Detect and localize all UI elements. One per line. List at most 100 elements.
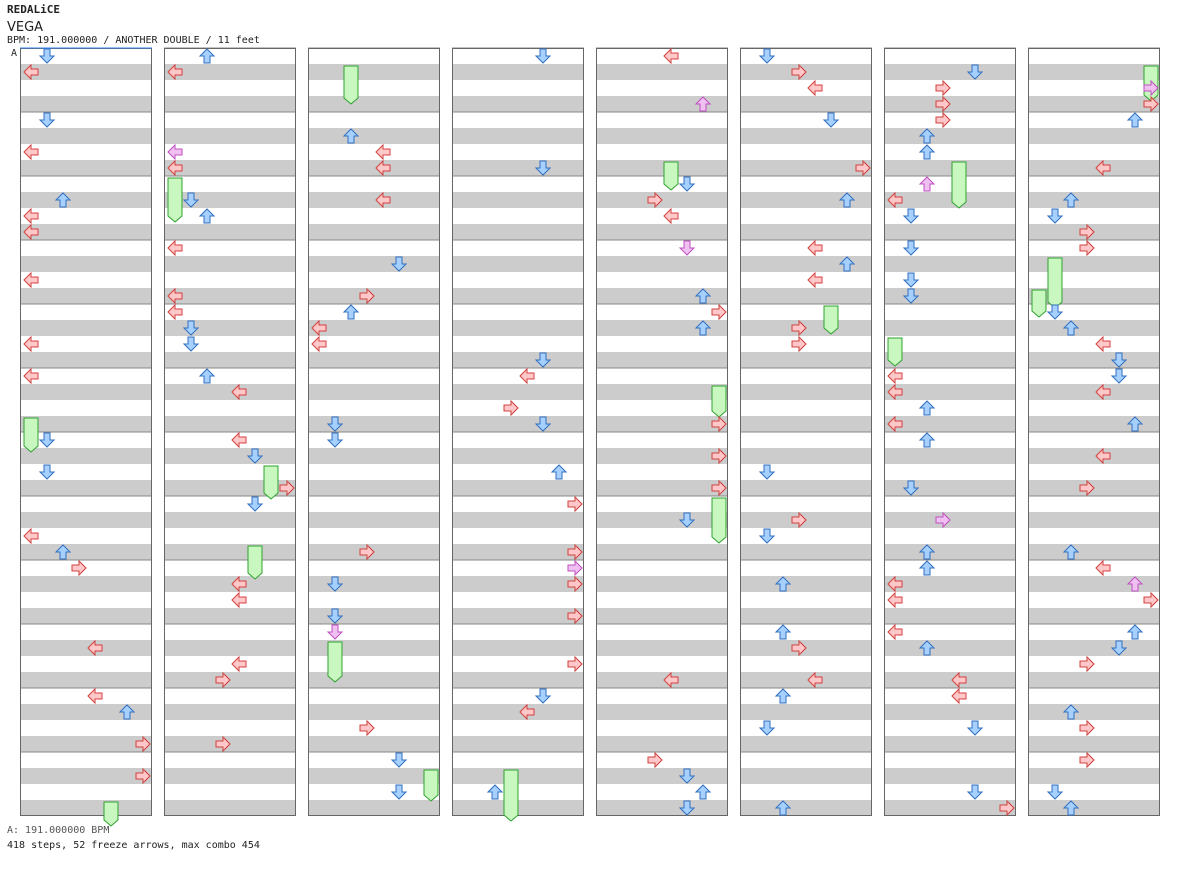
- beat-stripe: [596, 416, 728, 432]
- beat-stripe: [20, 640, 152, 656]
- freeze-arrow: [23, 417, 39, 453]
- chart-stats: 418 steps, 52 freeze arrows, max combo 4…: [7, 840, 260, 851]
- column-border: [1028, 48, 1160, 816]
- arrow-right: [215, 735, 231, 753]
- beat-stripe: [884, 192, 1016, 208]
- arrow-down: [678, 800, 696, 816]
- beat-stripe: [884, 160, 1016, 176]
- arrow-up: [198, 368, 216, 384]
- beat-stripe: [452, 672, 584, 688]
- arrow-down: [534, 160, 552, 176]
- bpm-summary: A: 191.000000 BPM: [7, 825, 110, 836]
- arrow-down: [902, 272, 920, 288]
- column-border: [884, 48, 1016, 816]
- beat-stripe: [596, 288, 728, 304]
- arrow-left: [375, 191, 391, 209]
- arrow-down: [534, 48, 552, 64]
- arrow-down: [1046, 784, 1064, 800]
- beat-stripe: [1028, 768, 1160, 784]
- beat-stripe: [452, 288, 584, 304]
- beat-stripe: [740, 288, 872, 304]
- beat-stripe: [596, 640, 728, 656]
- beat-stripe: [740, 128, 872, 144]
- arrow-up: [1062, 192, 1080, 208]
- arrow-up: [118, 704, 136, 720]
- beat-stripe: [740, 544, 872, 560]
- beat-stripe: [884, 800, 1016, 816]
- beat-stripe: [884, 224, 1016, 240]
- beat-stripe: [164, 288, 296, 304]
- arrow-right: [1079, 655, 1095, 673]
- arrow-right: [935, 111, 951, 129]
- beat-stripe: [164, 544, 296, 560]
- beat-stripe: [884, 416, 1016, 432]
- beat-stripe: [308, 416, 440, 432]
- arrow-right: [1079, 751, 1095, 769]
- arrow-right: [1143, 79, 1159, 97]
- column-border: [164, 48, 296, 816]
- freeze-arrow: [247, 545, 263, 580]
- beat-stripe: [1028, 96, 1160, 112]
- beat-stripe: [20, 544, 152, 560]
- beat-stripe: [884, 448, 1016, 464]
- beat-stripe: [164, 96, 296, 112]
- beat-stripe: [452, 352, 584, 368]
- beat-stripe: [20, 512, 152, 528]
- beat-stripe: [452, 416, 584, 432]
- arrow-right: [503, 399, 519, 417]
- arrow-right: [567, 575, 583, 593]
- arrow-right: [135, 735, 151, 753]
- beat-stripe: [452, 448, 584, 464]
- arrow-up: [198, 208, 216, 224]
- arrow-down: [758, 528, 776, 544]
- arrow-right: [1143, 591, 1159, 609]
- arrow-up: [918, 432, 936, 448]
- freeze-arrow: [951, 161, 967, 209]
- beat-stripe: [1028, 384, 1160, 400]
- beat-stripe: [20, 96, 152, 112]
- beat-stripe: [164, 448, 296, 464]
- arrow-up: [918, 144, 936, 160]
- beat-stripe: [1028, 160, 1160, 176]
- arrow-down: [38, 112, 56, 128]
- arrow-down: [902, 480, 920, 496]
- arrow-down: [902, 240, 920, 256]
- arrow-left: [231, 591, 247, 609]
- arrow-down: [758, 720, 776, 736]
- beat-stripe: [20, 736, 152, 752]
- arrow-down: [38, 432, 56, 448]
- beat-stripe: [452, 704, 584, 720]
- arrow-left: [87, 639, 103, 657]
- arrow-up: [1126, 576, 1144, 592]
- arrow-left: [23, 63, 39, 81]
- beat-stripe: [596, 448, 728, 464]
- arrow-up: [1126, 112, 1144, 128]
- beat-stripe: [308, 64, 440, 80]
- arrow-down: [390, 752, 408, 768]
- arrow-left: [167, 143, 183, 161]
- arrow-left: [231, 575, 247, 593]
- arrow-left: [23, 367, 39, 385]
- arrow-down: [38, 48, 56, 64]
- beat-stripe: [884, 672, 1016, 688]
- beat-stripe: [1028, 320, 1160, 336]
- step-chart: [20, 47, 1160, 827]
- arrow-right: [567, 543, 583, 561]
- beat-stripe: [1028, 192, 1160, 208]
- beat-stripe: [308, 320, 440, 336]
- arrow-left: [951, 687, 967, 705]
- freeze-arrow: [711, 497, 727, 544]
- arrow-left: [231, 431, 247, 449]
- beat-stripe: [884, 608, 1016, 624]
- arrow-right: [999, 799, 1015, 817]
- freeze-arrow: [1031, 289, 1047, 318]
- beat-stripe: [164, 192, 296, 208]
- arrow-down: [390, 784, 408, 800]
- arrow-right: [791, 639, 807, 657]
- beat-stripe: [596, 384, 728, 400]
- arrow-right: [935, 79, 951, 97]
- beat-stripe: [20, 384, 152, 400]
- arrow-left: [519, 367, 535, 385]
- beat-stripe: [1028, 576, 1160, 592]
- arrow-right: [711, 303, 727, 321]
